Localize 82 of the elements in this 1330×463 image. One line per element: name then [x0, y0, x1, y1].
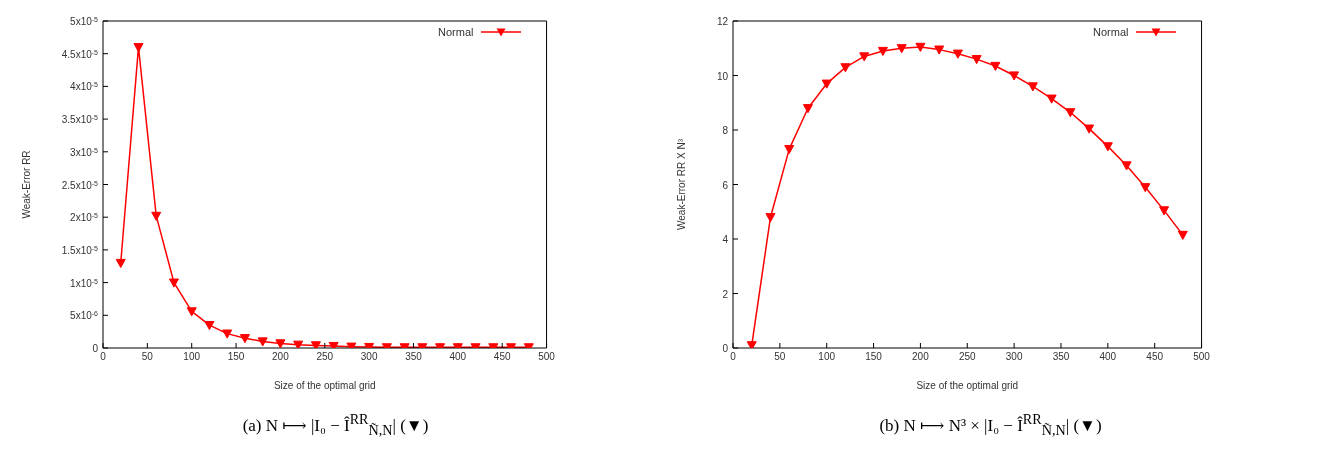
x-tick-label: 0: [100, 351, 107, 363]
x-tick-label: 400: [449, 351, 467, 363]
y-tick-label: 10: [716, 70, 729, 82]
point: [1177, 230, 1188, 240]
x-tick-label: 100: [818, 351, 836, 363]
x-tick-label: 200: [272, 351, 290, 363]
point: [840, 63, 851, 73]
point: [222, 329, 233, 339]
x-tick-label: 50: [141, 351, 154, 363]
y-tick-label: 3.5x10$^{-5}$: [61, 113, 99, 126]
point: [133, 43, 144, 53]
y-tick-label: 2.5x10$^{-5}$: [61, 179, 99, 191]
x-axis-title: Size of the optimal grid: [273, 380, 376, 391]
y-tick-label: 12: [716, 16, 729, 27]
x-tick-label: 0: [730, 351, 737, 363]
point: [1140, 183, 1151, 193]
point: [765, 213, 776, 223]
x-tick-label: 250: [958, 351, 977, 363]
point: [257, 337, 268, 347]
text: (a) N ⟼ |I₀ − Î$^{RR}$$_{Ñ,N}$| (▼): [241, 411, 430, 440]
point: [151, 211, 162, 221]
y-tick-label: 5x10$^{-6}$: [70, 309, 99, 322]
point: [275, 339, 286, 348]
legend-label: Normal: [1093, 26, 1129, 38]
point: [1009, 71, 1020, 81]
y-tick-label: 4x10$^{-5}$: [70, 80, 99, 93]
point: [1159, 206, 1170, 216]
point: [1027, 82, 1038, 92]
point: [802, 104, 813, 114]
point: [877, 46, 888, 56]
point: [821, 79, 832, 89]
point: [168, 278, 179, 288]
point: [784, 144, 795, 155]
x-tick-label: 200: [912, 351, 930, 363]
y-tick-label: 4: [722, 234, 729, 245]
x-tick-label: 450: [1146, 351, 1164, 363]
y-tick-label: 3x10$^{-5}$: [70, 146, 99, 158]
x-tick-label: 100: [183, 351, 201, 363]
y-tick-label: 2x10$^{-5}$: [70, 211, 99, 224]
x-tick-label: 500: [538, 351, 556, 363]
point: [1121, 161, 1132, 171]
y-tick-label: 0: [92, 343, 99, 354]
point: [239, 334, 250, 344]
y-tick-label: 2: [722, 288, 729, 300]
point: [915, 42, 926, 52]
point: [952, 49, 963, 59]
point: [293, 340, 304, 348]
y-tick-label: 5x10$^{-5}$: [70, 15, 99, 27]
x-tick-label: 150: [227, 351, 245, 363]
y-tick-label: 4.5x10$^{-5}$: [61, 48, 99, 60]
y-tick-label: 1x10$^{-5}$: [70, 277, 99, 289]
point: [859, 52, 870, 62]
point: [204, 321, 215, 331]
x-tick-label: 450: [493, 351, 511, 363]
x-tick-label: 500: [1193, 351, 1211, 363]
x-tick-label: 300: [1005, 351, 1023, 363]
y-tick-label: 0: [722, 343, 729, 354]
point: [186, 307, 197, 317]
point: [1102, 142, 1113, 152]
x-tick-label: 250: [316, 351, 334, 363]
point: [971, 55, 982, 65]
x-tick-label: 300: [360, 351, 378, 363]
x-tick-label: 50: [774, 351, 786, 363]
y-tick-label: 1.5x10$^{-5}$: [61, 244, 99, 256]
point: [896, 44, 907, 54]
legend-label: Normal: [438, 26, 474, 38]
point: [934, 45, 945, 55]
y-tick-label: 6: [722, 179, 729, 191]
point: [990, 61, 1001, 71]
y-tick-label: 8: [722, 125, 729, 136]
point: [1046, 94, 1057, 104]
x-axis-title: Size of the optimal grid: [916, 380, 1019, 391]
x-tick-label: 400: [1099, 351, 1117, 363]
x-tick-label: 150: [865, 351, 883, 363]
x-tick-label: 350: [405, 351, 423, 363]
y-axis-title: Weak-Error RR X N³: [676, 138, 687, 230]
point: [1065, 108, 1076, 118]
point: [1084, 124, 1095, 134]
x-tick-label: 350: [1052, 351, 1070, 363]
text: (b) N ⟼ N³ × |I₀ − Î$^{RR}$$_{Ñ,N}$| (▼): [878, 411, 1103, 440]
point: [115, 258, 126, 268]
y-axis-title: Weak-Error RR: [21, 150, 32, 219]
